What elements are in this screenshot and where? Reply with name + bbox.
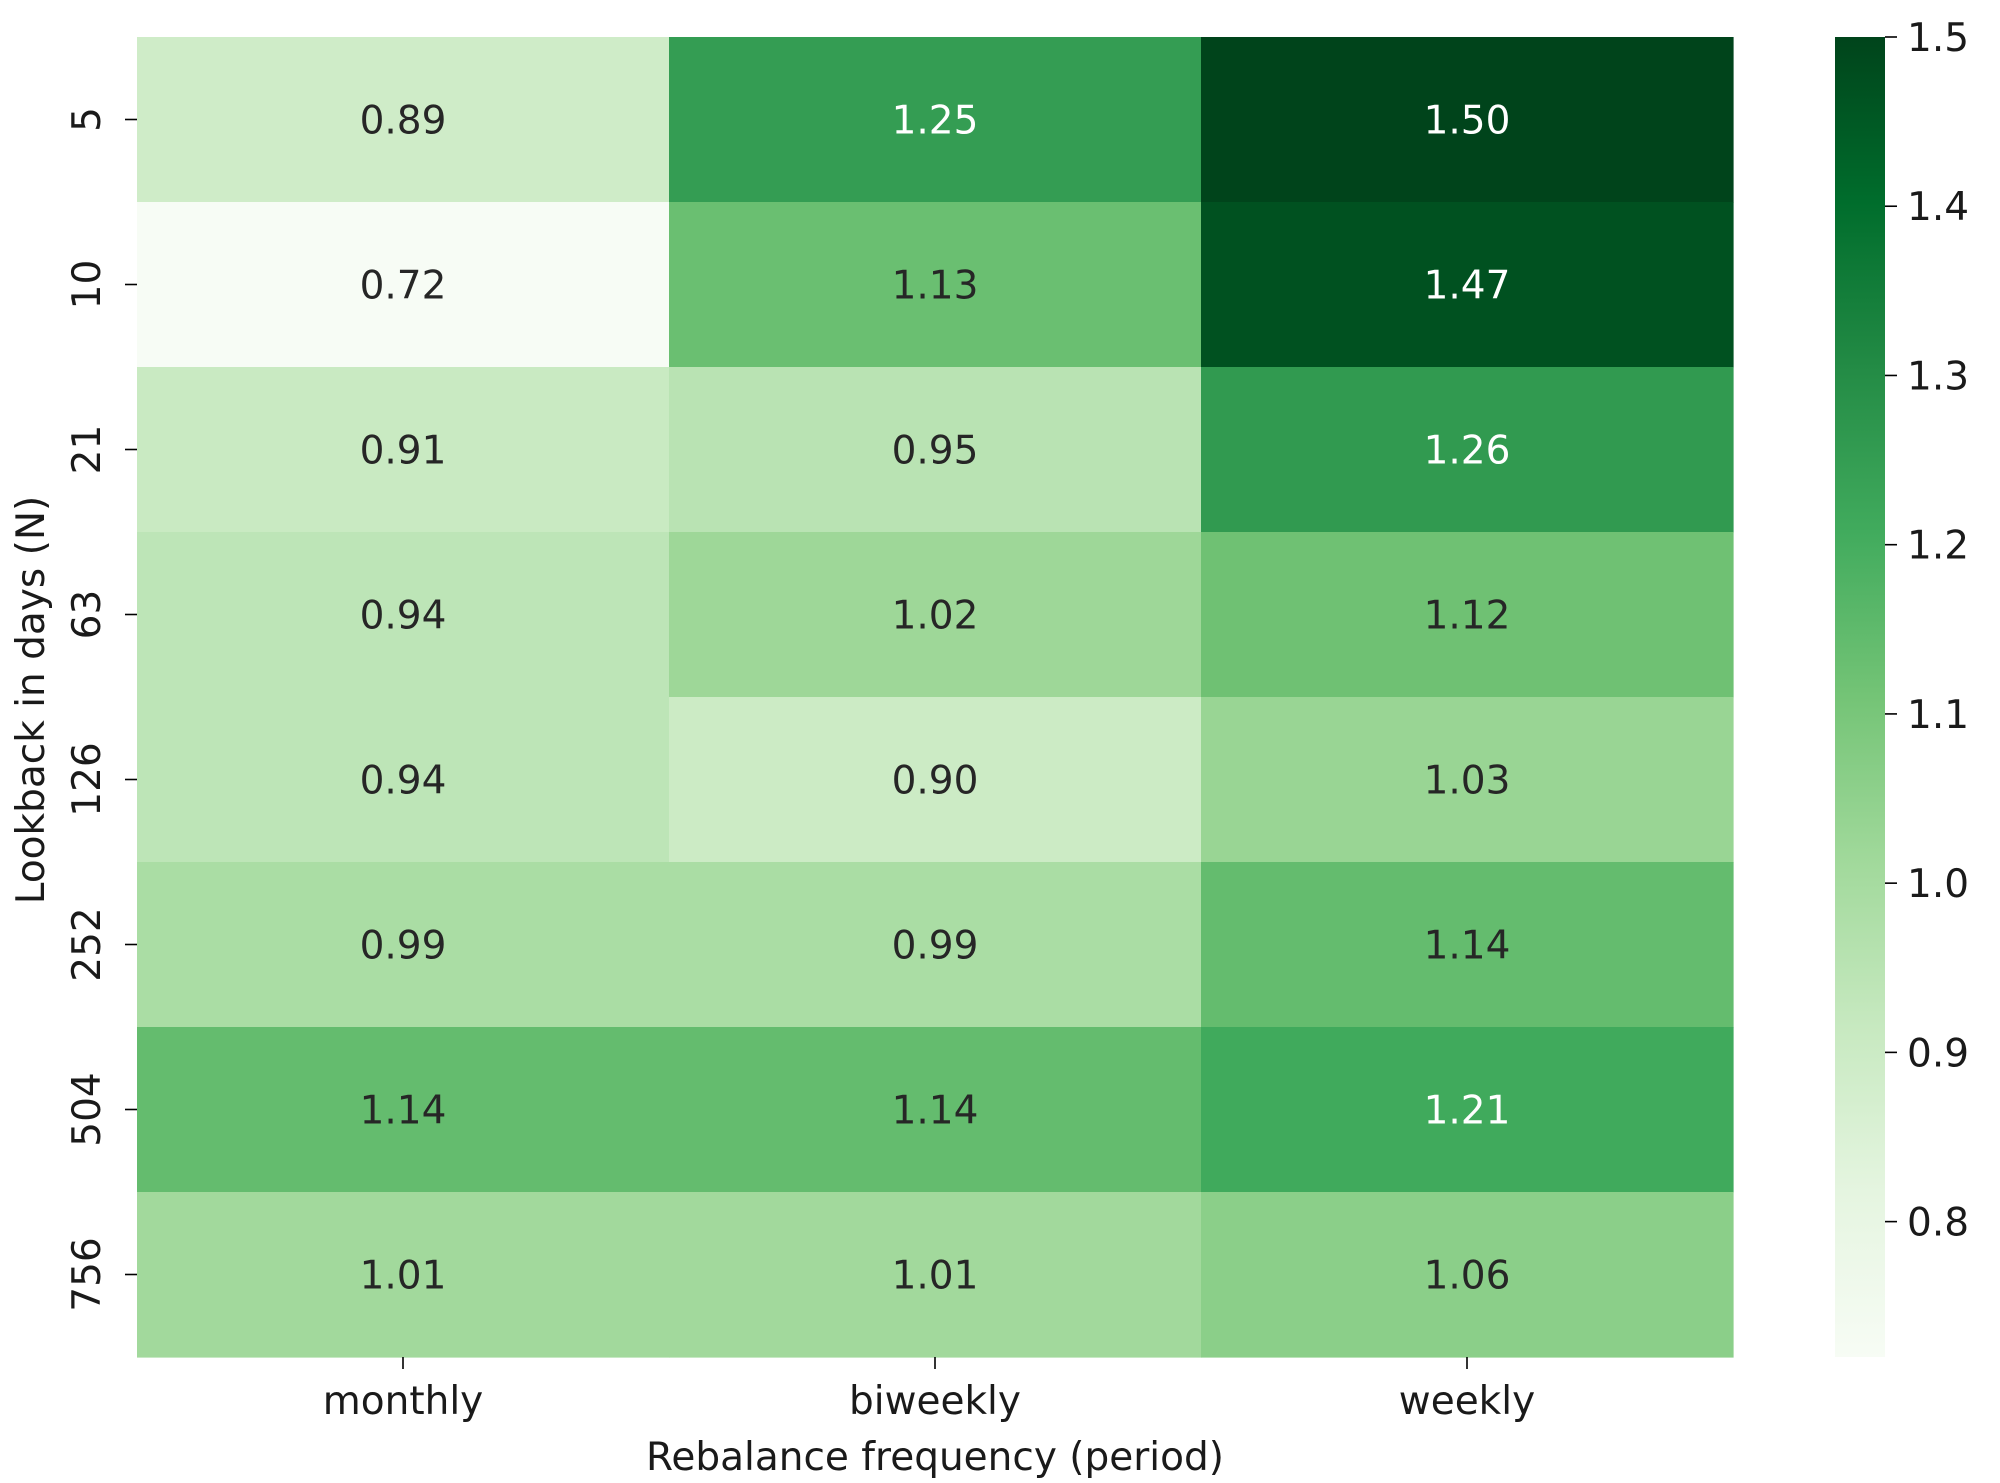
y-tick-label: 504	[65, 1072, 110, 1146]
y-tick-label: 756	[65, 1237, 110, 1311]
y-tick-label: 5	[65, 107, 110, 132]
heatmap-cell	[669, 37, 1202, 203]
heatmap-cell	[1201, 697, 1734, 863]
cell-value-label: 1.01	[892, 1254, 979, 1299]
heatmap-cells: 0.89 1.25 1.50 0.72 1.13 1.47 0.91 0.95 1.26 0.94…	[137, 37, 1734, 1358]
y-tick-label: 126	[65, 742, 110, 816]
y-tick-label: 21	[65, 425, 110, 475]
heatmap-cell	[137, 532, 670, 698]
cell-value-label: 1.25	[892, 99, 979, 144]
y-tick-label: 10	[65, 260, 110, 310]
heatmap-cell	[137, 37, 670, 203]
colorbar-tick-label: 1.1	[1907, 693, 1969, 738]
colorbar-tick-label: 0.8	[1907, 1201, 1969, 1246]
cell-value-label: 1.13	[892, 264, 979, 309]
y-axis-label: Lookback in days (N)	[9, 496, 54, 904]
heatmap-cell	[1201, 1192, 1734, 1358]
y-tick-label: 252	[65, 907, 110, 981]
colorbar-gradient	[1835, 37, 1885, 1357]
heatmap-cell	[669, 697, 1202, 863]
cell-value-label: 1.06	[1424, 1254, 1511, 1299]
heatmap-cell	[137, 367, 670, 533]
colorbar-ticks: 0.8 0.9 1.0 1.1 1.2 1.3 1.4 1.5	[1885, 16, 1969, 1246]
colorbar-tick-label: 1.2	[1907, 524, 1969, 569]
cell-value-label: 1.14	[360, 1089, 447, 1134]
colorbar-tick-label: 1.0	[1907, 862, 1969, 907]
x-tick-label: weekly	[1399, 1379, 1535, 1424]
x-axis: monthly biweekly weekly	[323, 1357, 1535, 1424]
cell-value-label: 0.90	[892, 759, 979, 804]
colorbar-tick-label: 1.3	[1907, 354, 1969, 399]
colorbar: 0.8 0.9 1.0 1.1 1.2 1.3 1.4 1.5	[1835, 16, 1969, 1357]
heatmap-cell	[669, 1027, 1202, 1193]
heatmap-cell	[669, 202, 1202, 368]
x-tick-label: biweekly	[849, 1379, 1021, 1424]
y-axis: 5 10 21 63 126 252 504 756	[65, 107, 137, 1312]
heatmap-cell	[137, 1027, 670, 1193]
cell-value-label: 1.21	[1424, 1089, 1511, 1134]
cell-value-label: 0.99	[892, 924, 979, 969]
heatmap-cell	[137, 862, 670, 1028]
cell-value-label: 1.50	[1424, 99, 1511, 144]
colorbar-tick-label: 1.5	[1907, 16, 1969, 61]
cell-value-label: 1.47	[1424, 264, 1511, 309]
heatmap-cell	[1201, 1027, 1734, 1193]
heatmap-cell	[137, 1192, 670, 1358]
cell-value-label: 1.14	[1424, 924, 1511, 969]
heatmap-cell	[137, 697, 670, 863]
heatmap-cell	[669, 367, 1202, 533]
cell-value-label: 1.14	[892, 1089, 979, 1134]
x-axis-label: Rebalance frequency (period)	[646, 1435, 1224, 1480]
heatmap-cell	[137, 202, 670, 368]
cell-value-label: 1.26	[1424, 429, 1511, 474]
colorbar-tick-label: 1.4	[1907, 185, 1969, 230]
cell-value-label: 0.95	[892, 429, 979, 474]
heatmap-cell	[669, 862, 1202, 1028]
heatmap-cell	[669, 532, 1202, 698]
cell-value-label: 1.03	[1424, 759, 1511, 804]
x-tick-label: monthly	[323, 1379, 484, 1424]
cell-value-label: 0.99	[360, 924, 447, 969]
cell-value-label: 0.94	[360, 759, 447, 804]
y-tick-label: 63	[65, 590, 110, 640]
heatmap-cell	[1201, 367, 1734, 533]
cell-value-label: 0.91	[360, 429, 447, 474]
cell-value-label: 1.12	[1424, 594, 1511, 639]
cell-value-label: 0.89	[360, 99, 447, 144]
cell-value-label: 1.01	[360, 1254, 447, 1299]
colorbar-tick-label: 0.9	[1907, 1031, 1969, 1076]
cell-value-label: 0.72	[360, 264, 447, 309]
heatmap-cell	[1201, 532, 1734, 698]
heatmap-cell	[1201, 37, 1734, 203]
heatmap-cell	[1201, 862, 1734, 1028]
heatmap-cell	[1201, 202, 1734, 368]
heatmap-cell	[669, 1192, 1202, 1358]
cell-value-label: 0.94	[360, 594, 447, 639]
cell-value-label: 1.02	[892, 594, 979, 639]
